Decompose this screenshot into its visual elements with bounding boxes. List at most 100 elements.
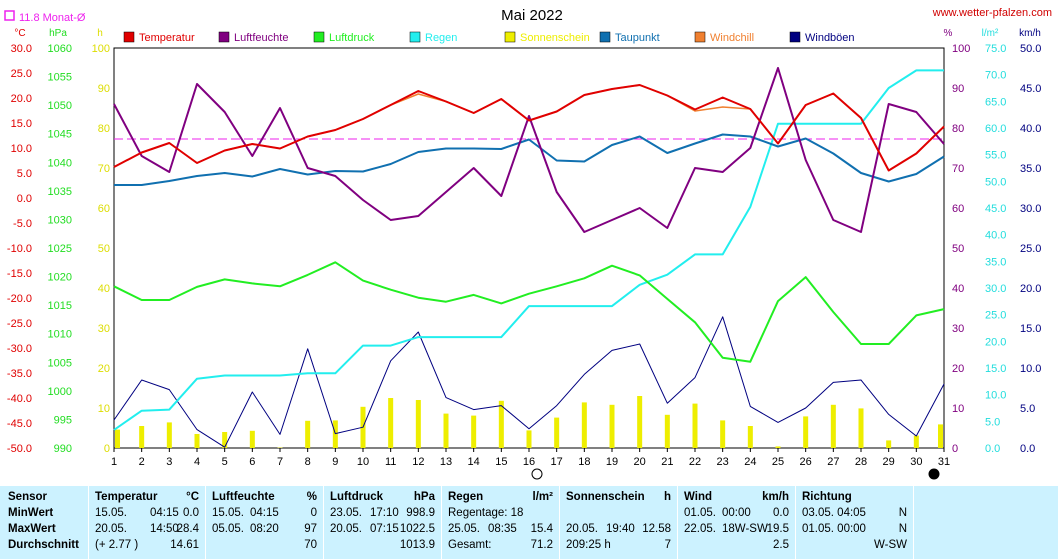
stats-cell-dir: 03.05. 04:05	[802, 507, 866, 519]
stats-cell-wind: 00:00	[722, 507, 751, 519]
stats-cell-dir: Richtung	[802, 491, 852, 503]
temp_c-tick: 0.0	[17, 193, 32, 205]
humidity_pct-tick: 70	[952, 163, 964, 175]
humidity_pct-tick: 90	[952, 83, 964, 95]
stats-column-separator	[88, 486, 89, 559]
sunshine-bar	[249, 430, 255, 448]
legend-label: Luftdruck	[329, 32, 375, 44]
humidity_pct-tick: 30	[952, 323, 964, 335]
x-tick-label: 11	[385, 456, 396, 468]
sunshine-bar	[664, 414, 670, 448]
sunshine_h-tick: 30	[98, 323, 110, 335]
sunshine-bar	[305, 420, 311, 448]
rain_lm2-tick: 75.0	[985, 43, 1006, 55]
sunshine_h-tick: 60	[98, 203, 110, 215]
legend-swatch	[123, 31, 135, 43]
stats-cell-press: 07:15	[370, 523, 399, 535]
x-axis: 1 2 3 4 5 6 7 8 9 10 11 12 13 14 15 16 17 18 19 20 21 22 23 24 2…	[111, 448, 950, 480]
x-tick-label: 13	[440, 456, 452, 468]
rain_lm2-tick: 25.0	[985, 310, 1006, 322]
stats-cell-hum: 05.05.	[212, 523, 244, 535]
sunshine-bar	[803, 416, 809, 448]
temp_c-tick: -25.0	[7, 318, 32, 330]
temp_c-tick: -5.0	[13, 218, 32, 230]
x-tick-label: 21	[661, 456, 673, 468]
sunshine_h-tick: 10	[98, 403, 110, 415]
pressure_hpa-tick: 995	[54, 414, 72, 426]
sunshine-bar	[443, 413, 449, 448]
legend-swatch	[218, 31, 230, 43]
stats-cell-hum: 70	[304, 539, 317, 551]
rain_lm2-tick: 15.0	[985, 363, 1006, 375]
legend-label: Taupunkt	[615, 32, 660, 44]
rain_lm2-tick: 30.0	[985, 283, 1006, 295]
sunshine_h-tick: 50	[98, 243, 110, 255]
sunshine-bar	[388, 398, 394, 448]
stats-column-separator	[205, 486, 206, 559]
stats-cell-temp: 0.0	[183, 507, 199, 519]
stats-column-separator	[795, 486, 796, 559]
pressure_hpa-tick: 1050	[48, 100, 72, 112]
stats-column-separator	[559, 486, 560, 559]
stats-cell-wind: 01.05.	[684, 507, 716, 519]
humidity_pct-tick: 10	[952, 403, 964, 415]
x-tick-label: 29	[883, 456, 895, 468]
pressure_hpa-tick: 1010	[48, 329, 72, 341]
sunshine-bar	[886, 440, 892, 448]
x-tick-label: 18	[578, 456, 590, 468]
sunshine_h-unit: h	[97, 28, 103, 39]
temp_c-tick: -35.0	[7, 368, 32, 380]
sunshine-bar	[498, 400, 504, 448]
wind_kmh-tick: 10.0	[1020, 363, 1041, 375]
sunshine_h-tick: 20	[98, 363, 110, 375]
sunshine_h-tick: 80	[98, 123, 110, 135]
series-line-temperatur	[113, 84, 945, 172]
stats-cell-rain: 25.05.	[448, 523, 480, 535]
temp_c-tick: -10.0	[7, 243, 32, 255]
stats-cell-temp: 20.05.	[95, 523, 127, 535]
sunshine-bar	[554, 417, 560, 448]
temp_c-tick: -50.0	[7, 443, 32, 455]
humidity_pct-tick: 0	[952, 443, 958, 455]
rain_lm2-tick: 35.0	[985, 256, 1006, 268]
stats-cell-wind: 0.0	[773, 507, 789, 519]
stats-cell-wind: Wind	[684, 491, 712, 503]
pressure_hpa-tick: 1030	[48, 214, 72, 226]
stats-cell-temp: °C	[186, 491, 199, 503]
temp_c-tick: -30.0	[7, 343, 32, 355]
stats-cell-sensor: MaxWert	[8, 523, 56, 535]
rain_lm2-tick: 0.0	[985, 443, 1000, 455]
stats-cell-wind: 19.5	[766, 523, 789, 535]
new-moon-icon	[928, 468, 940, 480]
x-tick-label: 28	[855, 456, 867, 468]
wind_kmh-tick: 40.0	[1020, 123, 1041, 135]
sunshine-bar	[637, 396, 643, 448]
stats-cell-sun: Sonnenschein	[566, 491, 645, 503]
pressure_hpa-tick: 1000	[48, 386, 72, 398]
stats-cell-dir: W-SW	[873, 539, 907, 551]
stats-cell-rain: Regentage: 18	[448, 507, 524, 519]
stats-column-separator	[913, 486, 914, 559]
x-tick-label: 4	[194, 456, 200, 468]
wind_kmh-tick: 0.0	[1020, 443, 1035, 455]
x-tick-label: 16	[523, 456, 535, 468]
stats-cell-sun: 209:25 h	[566, 539, 611, 551]
stats-cell-press: Luftdruck	[330, 491, 384, 503]
stats-cell-temp: 14.61	[170, 539, 199, 551]
sunshine-bar	[332, 420, 338, 448]
stats-cell-sun: 20.05.	[566, 523, 598, 535]
wind_kmh-unit: km/h	[1019, 28, 1041, 39]
x-tick-label: 22	[689, 456, 701, 468]
stats-cell-dir: 01.05. 00:00	[802, 523, 866, 535]
rain_lm2-unit: l/m²	[982, 28, 999, 39]
stats-cell-press: 1022.5	[399, 523, 435, 535]
x-tick-label: 31	[938, 456, 950, 468]
rain_lm2-tick: 20.0	[985, 336, 1006, 348]
wind_kmh-tick: 20.0	[1020, 283, 1041, 295]
series-line-luftdruck	[113, 261, 945, 363]
humidity_pct-unit: %	[944, 28, 953, 39]
stats-cell-rain: 71.2	[530, 539, 553, 551]
stats-cell-temp: Temperatur	[95, 491, 158, 503]
humidity_pct-tick: 50	[952, 243, 964, 255]
stats-cell-press: 20.05.	[330, 523, 362, 535]
